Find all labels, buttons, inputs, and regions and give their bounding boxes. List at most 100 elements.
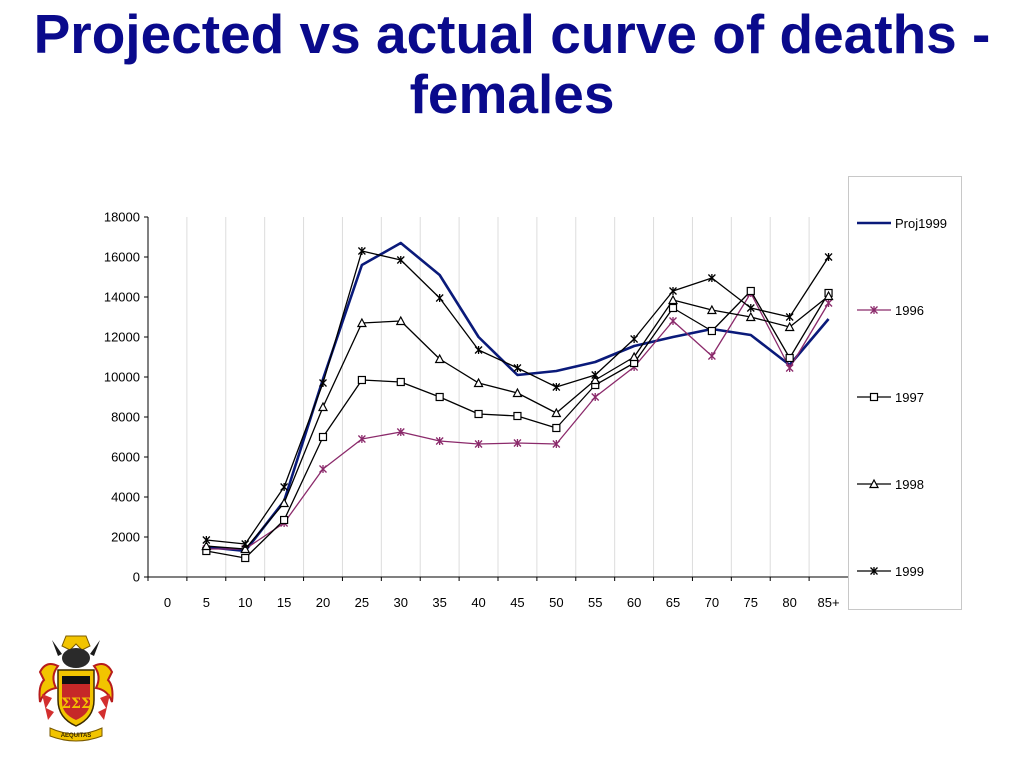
- crest-motto: AEQUITAS: [61, 733, 92, 739]
- y-tick-label: 14000: [104, 290, 140, 305]
- x-tick-label: 70: [705, 595, 719, 610]
- y-tick-label: 6000: [111, 450, 140, 465]
- data-point-marker: [629, 351, 640, 362]
- data-point-marker: [707, 352, 716, 360]
- crest-shield-letters: ΣΣΣ: [61, 696, 91, 712]
- data-point-marker: [824, 253, 833, 261]
- data-point-marker: [668, 294, 678, 305]
- data-point-marker: [746, 304, 755, 312]
- data-point-marker: [474, 440, 483, 448]
- data-point-marker: [591, 393, 600, 401]
- data-point-marker: [706, 304, 717, 315]
- data-point-marker: [435, 294, 444, 302]
- x-tick-label: 25: [355, 595, 369, 610]
- data-point-marker: [396, 428, 405, 436]
- x-tick-label: 15: [277, 595, 291, 610]
- data-point-marker: [357, 247, 366, 255]
- data-point-marker: [318, 432, 328, 442]
- data-point-marker: [552, 423, 561, 433]
- data-point-marker: [435, 437, 444, 445]
- data-point-marker: [823, 290, 834, 301]
- series-proj1999: [206, 241, 830, 553]
- x-tick-label: 75: [744, 595, 758, 610]
- legend-item-1997: 1997: [857, 390, 924, 405]
- x-axis-ticks: 0 5 10 15 20 25 30 35 40 45 50 55 60 65 70 75 80 85+: [147, 577, 840, 610]
- series-line: [206, 250, 830, 545]
- slide-title: Projected vs actual curve of deaths - fe…: [33, 3, 991, 125]
- y-tick-label: 12000: [104, 330, 140, 345]
- data-point-marker: [201, 540, 212, 551]
- x-tick-label: 55: [588, 595, 602, 610]
- data-point-marker: [669, 287, 677, 295]
- data-point-marker: [513, 364, 522, 372]
- data-point-marker: [551, 407, 562, 418]
- legend-item-1998: 1998: [857, 477, 924, 492]
- x-tick-label: 5: [203, 595, 210, 610]
- chart-series: [201, 241, 834, 563]
- y-tick-label: 10000: [104, 370, 140, 385]
- series-line: [206, 290, 830, 559]
- data-point-marker: [552, 440, 561, 448]
- data-point-marker: [241, 540, 250, 548]
- y-axis-ticks: 0 2000 4000 6000 8000 10000 12000 14000 16000 180…: [104, 210, 148, 585]
- data-point-marker: [513, 411, 522, 421]
- data-point-marker: [785, 364, 794, 372]
- chart-legend: Proj1999 1996 1997 1998 1999: [848, 176, 962, 610]
- data-point-marker: [280, 515, 289, 525]
- data-point-marker: [240, 543, 251, 554]
- data-point-marker: [474, 409, 483, 419]
- y-tick-label: 2000: [111, 530, 140, 545]
- data-point-marker: [630, 335, 639, 343]
- x-tick-label: 0: [164, 595, 171, 610]
- data-point-marker: [870, 306, 878, 314]
- data-point-marker: [279, 497, 290, 508]
- data-point-marker: [474, 346, 483, 354]
- data-point-marker: [396, 256, 405, 264]
- data-point-marker: [356, 317, 367, 328]
- data-point-marker: [395, 315, 406, 326]
- data-point-marker: [669, 317, 677, 325]
- data-point-marker: [869, 478, 879, 489]
- series-1997: [202, 286, 833, 563]
- legend-label: Proj1999: [895, 216, 947, 231]
- data-point-marker: [202, 536, 211, 544]
- x-tick-label: 45: [510, 595, 524, 610]
- data-point-marker: [784, 321, 795, 332]
- series-line: [206, 241, 830, 553]
- data-point-marker: [280, 483, 289, 491]
- x-tick-label: 65: [666, 595, 680, 610]
- legend-item-proj1999: Proj1999: [857, 216, 947, 231]
- y-tick-label: 8000: [111, 410, 140, 425]
- y-tick-label: 0: [133, 570, 140, 585]
- x-tick-label: 40: [471, 595, 485, 610]
- crest-logo: ΣΣΣ AEQUITAS: [38, 635, 114, 742]
- x-tick-label: 35: [432, 595, 446, 610]
- x-tick-label: 50: [549, 595, 563, 610]
- x-tick-label: 85+: [818, 595, 840, 610]
- x-tick-label: 80: [782, 595, 796, 610]
- x-tick-label: 20: [316, 595, 330, 610]
- data-point-marker: [357, 375, 366, 385]
- x-tick-label: 10: [238, 595, 252, 610]
- data-point-marker: [591, 371, 600, 379]
- legend-label: 1998: [895, 477, 924, 492]
- data-point-marker: [785, 353, 794, 363]
- data-point-marker: [318, 401, 328, 412]
- data-point-marker: [870, 567, 878, 575]
- data-point-marker: [241, 553, 250, 563]
- legend-item-1996: 1996: [857, 303, 924, 318]
- series-1999: [202, 247, 833, 548]
- series-1998: [201, 290, 834, 554]
- data-point-marker: [434, 353, 445, 364]
- data-point-marker: [824, 299, 833, 307]
- data-point-marker: [869, 392, 879, 402]
- data-point-marker: [590, 374, 601, 385]
- data-point-marker: [552, 383, 561, 391]
- series-1996: [202, 289, 833, 553]
- data-point-marker: [707, 326, 716, 336]
- data-point-marker: [473, 377, 484, 388]
- data-point-marker: [745, 311, 756, 322]
- data-point-marker: [785, 313, 794, 321]
- chart-gridlines: [186, 217, 810, 577]
- data-point-marker: [357, 435, 366, 443]
